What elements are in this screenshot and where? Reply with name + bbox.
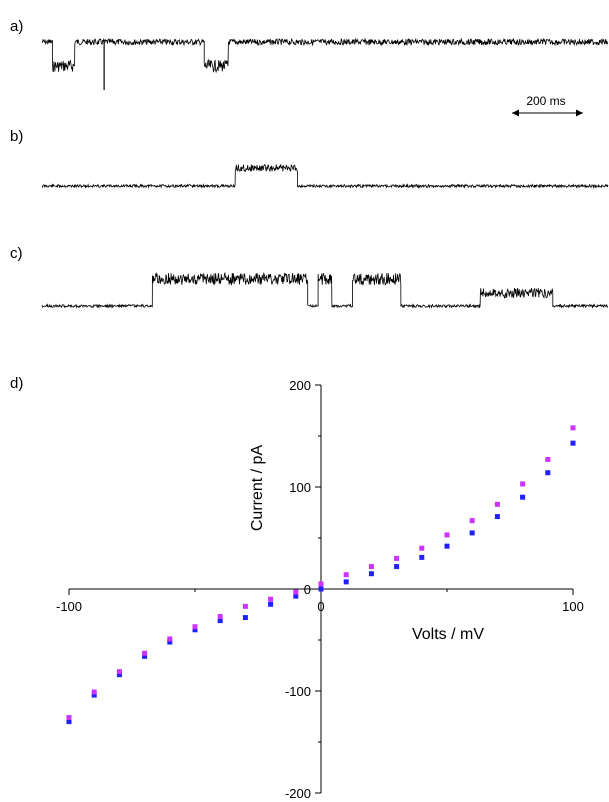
- data-point-series-2: [343, 572, 349, 578]
- data-point-series-2: [368, 564, 374, 570]
- panel-label-d: d): [10, 375, 24, 392]
- panel-label-c: c): [10, 245, 23, 262]
- data-point-series-2: [419, 545, 425, 551]
- data-point-series-2: [192, 624, 198, 630]
- trace-b-line: [41, 163, 609, 189]
- y-tick-label: -200: [285, 786, 311, 801]
- data-point-series-2: [318, 581, 324, 587]
- data-point-series-2: [167, 636, 173, 642]
- data-point-series-2: [293, 589, 299, 595]
- trace-b: [41, 163, 609, 189]
- data-point-series-1: [520, 494, 526, 500]
- data-point-series-2: [545, 456, 551, 462]
- data-point-series-1: [343, 579, 349, 585]
- x-tick-label: 100: [562, 599, 584, 614]
- y-tick-label: -100: [285, 684, 311, 699]
- data-point-series-2: [142, 650, 148, 656]
- panel-label-a: a): [10, 18, 24, 35]
- data-point-series-1: [469, 530, 475, 536]
- trace-c: [41, 271, 609, 309]
- data-point-series-2: [91, 689, 97, 695]
- data-point-series-2: [268, 596, 274, 602]
- data-point-series-2: [242, 603, 248, 609]
- trace-a: [41, 37, 609, 90]
- data-point-series-1: [394, 564, 400, 570]
- scale-bar-label: 200 ms: [526, 94, 565, 108]
- data-point-series-1: [116, 672, 122, 678]
- data-point-series-1: [66, 719, 72, 725]
- data-point-series-1: [192, 627, 198, 633]
- x-tick-label: -100: [56, 599, 82, 614]
- data-point-series-1: [419, 554, 425, 560]
- data-point-series-1: [268, 601, 274, 607]
- data-point-series-1: [217, 618, 223, 624]
- data-point-series-2: [66, 715, 72, 721]
- data-point-series-2: [217, 614, 223, 620]
- y-tick-label: 0: [304, 582, 311, 597]
- y-tick-label: 100: [289, 480, 311, 495]
- data-point-series-1: [142, 653, 148, 659]
- data-point-series-2: [570, 425, 576, 431]
- trace-a-line: [41, 37, 609, 74]
- data-point-series-1: [293, 593, 299, 599]
- data-point-series-1: [91, 692, 97, 698]
- iv-points: [66, 425, 576, 725]
- scale-bar: 200 ms: [512, 94, 583, 117]
- data-point-series-1: [318, 586, 324, 592]
- iv-tick-labels: -100 0 100 -200 -100 0 100 200: [56, 378, 584, 801]
- data-point-series-1: [570, 440, 576, 446]
- data-point-series-1: [444, 543, 450, 549]
- data-point-series-1: [494, 514, 500, 520]
- data-point-series-2: [520, 481, 526, 487]
- y-tick-label: 200: [289, 378, 311, 393]
- data-point-series-1: [545, 470, 551, 476]
- data-point-series-1: [368, 571, 374, 577]
- data-point-series-2: [394, 555, 400, 561]
- data-point-series-1: [242, 615, 248, 621]
- data-point-series-2: [116, 669, 122, 675]
- trace-c-line: [41, 271, 609, 309]
- x-axis-label: Volts / mV: [412, 626, 484, 643]
- panel-label-b: b): [10, 128, 24, 145]
- current-traces: 200 ms: [41, 37, 609, 309]
- x-tick-label: 0: [317, 599, 324, 614]
- y-axis-label: Current / pA: [249, 445, 266, 532]
- data-point-series-2: [494, 501, 500, 507]
- data-point-series-2: [469, 518, 475, 524]
- data-point-series-2: [444, 532, 450, 538]
- data-point-series-1: [167, 639, 173, 645]
